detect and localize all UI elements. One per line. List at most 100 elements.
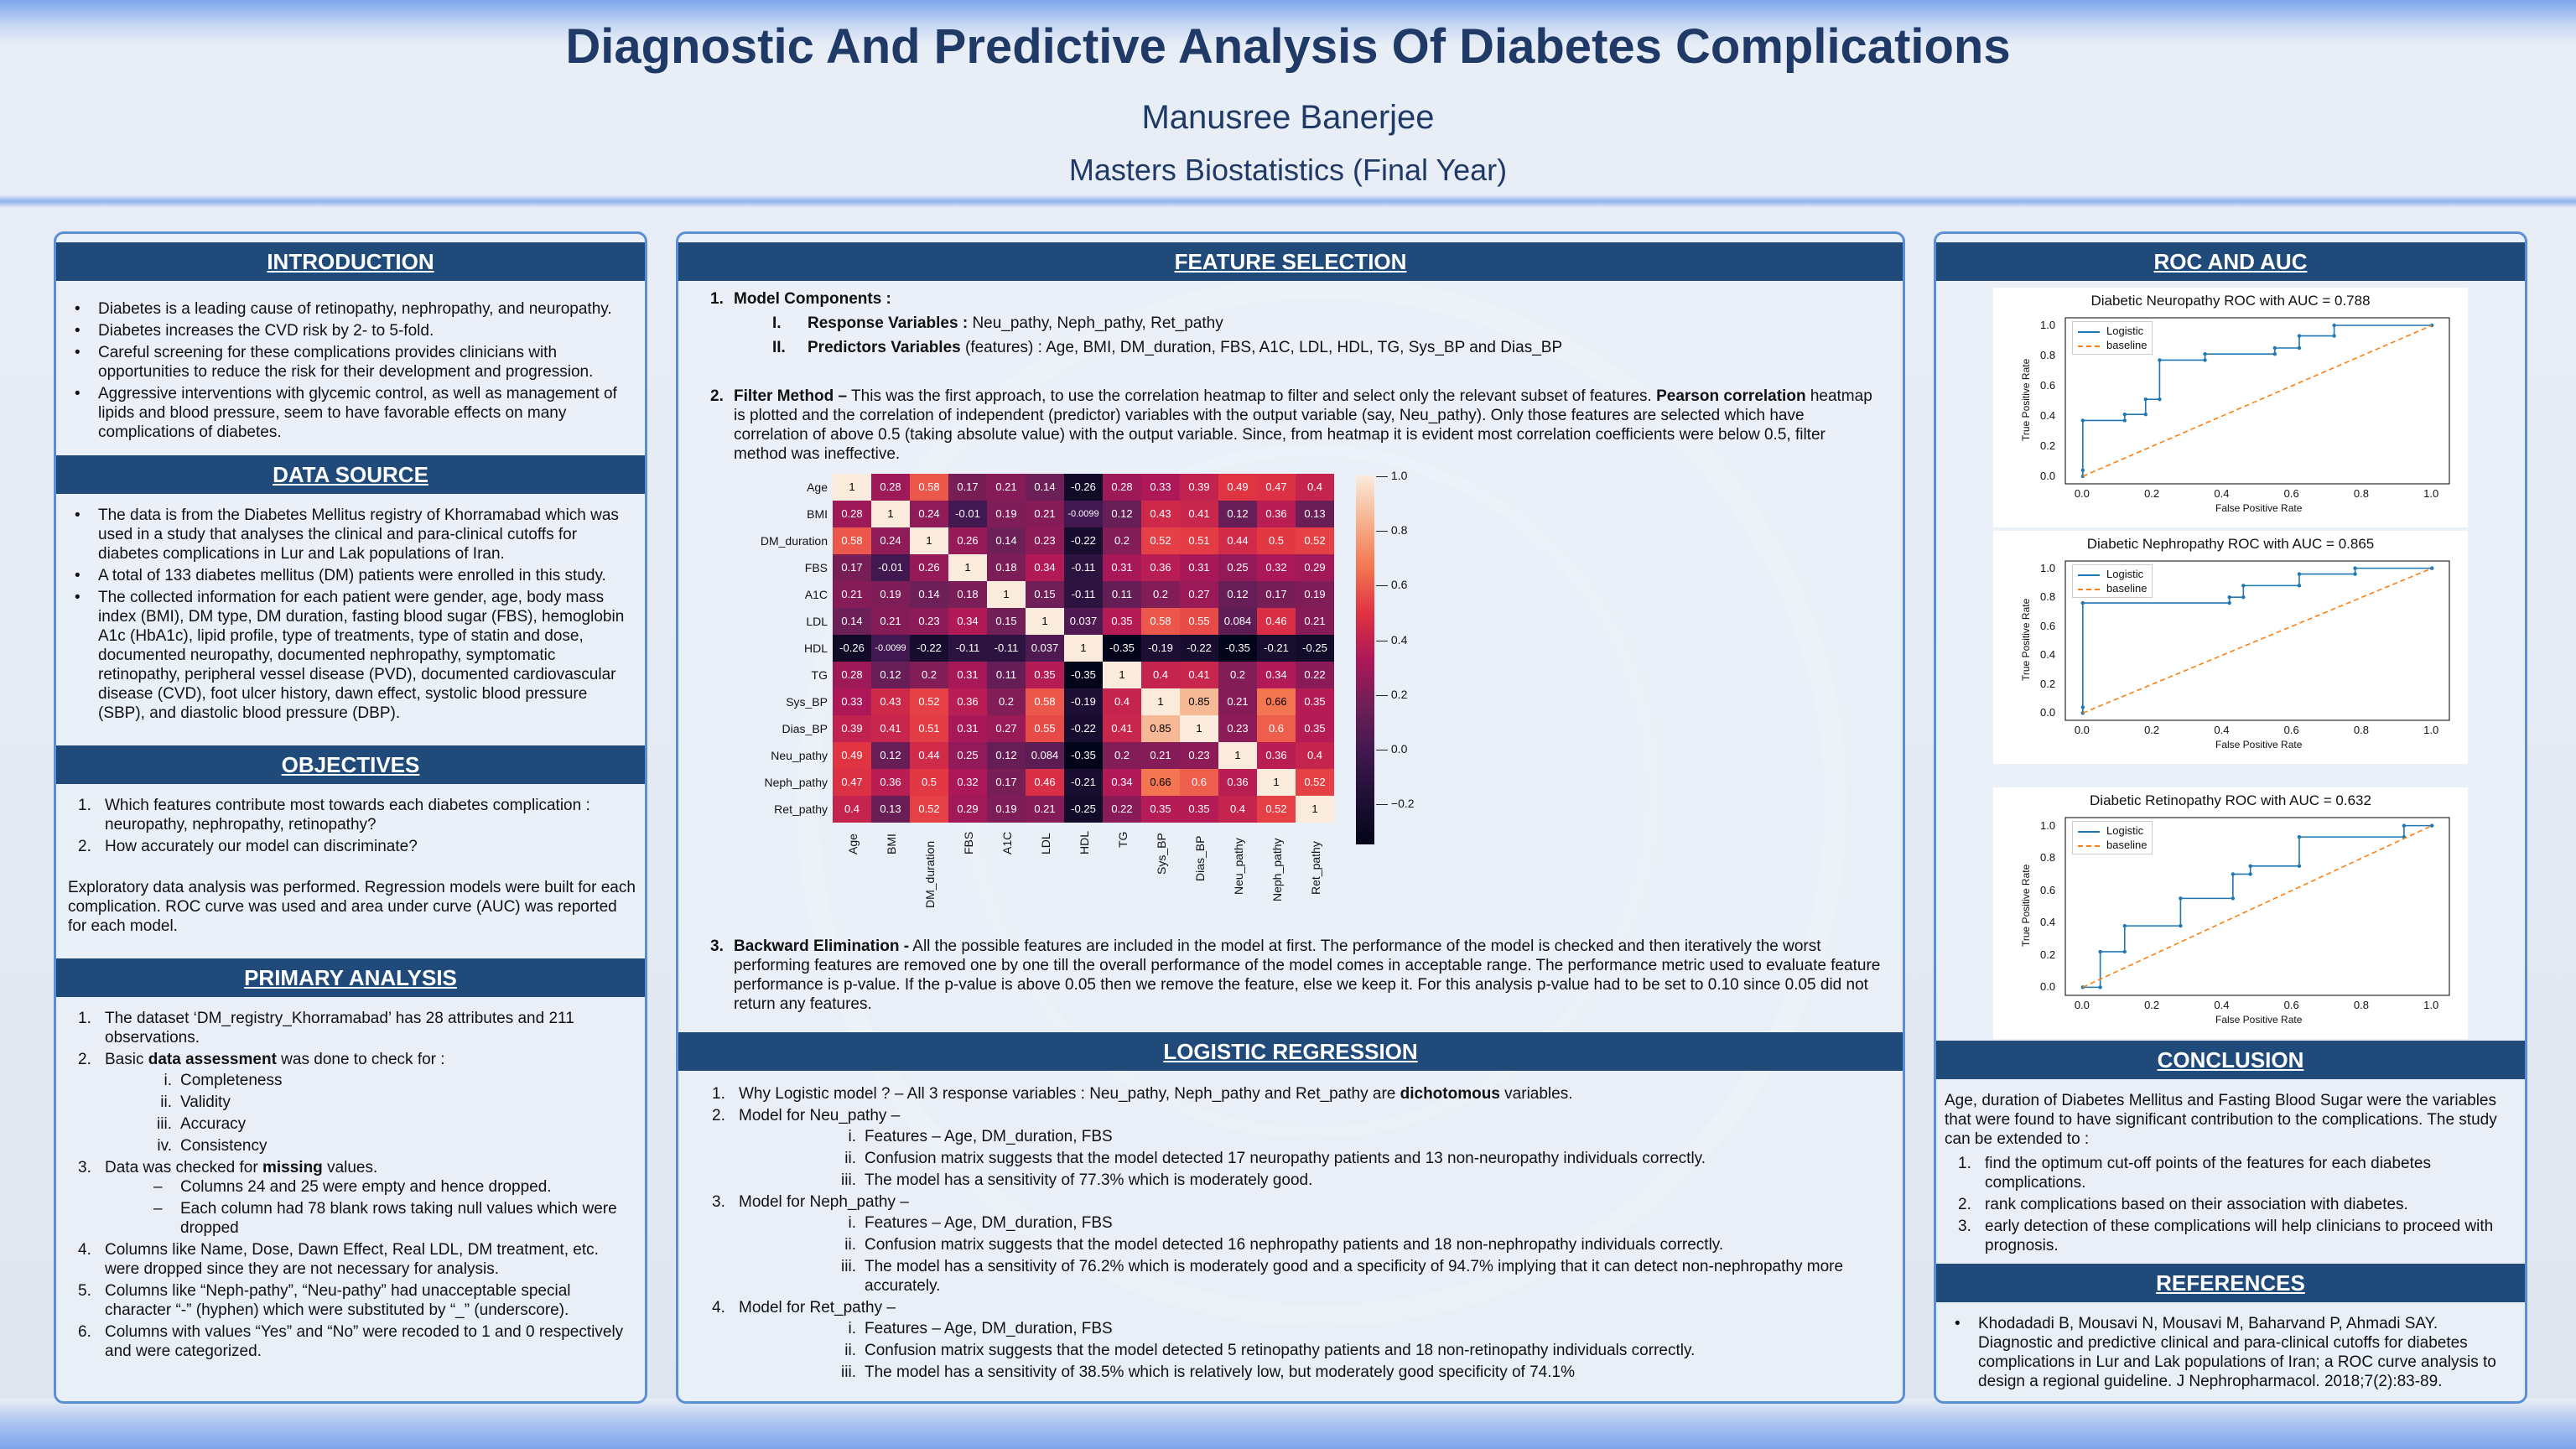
x-tick-label: 0.0 bbox=[2074, 487, 2090, 500]
heatmap-cell: 0.34 bbox=[1257, 662, 1296, 688]
roc-point bbox=[2429, 823, 2434, 828]
roc-point bbox=[2248, 864, 2252, 869]
heatmap-cell: 0.27 bbox=[987, 715, 1026, 742]
heatmap-cell: 0.24 bbox=[910, 501, 948, 527]
left-column: INTRODUCTION Diabetes is a leading cause… bbox=[54, 231, 647, 1404]
list-item: 5. Columns like “Neph-pathy”, “Neu-pathy”… bbox=[78, 1282, 571, 1319]
roc-point bbox=[2143, 397, 2148, 402]
heatmap-cell: 0.17 bbox=[833, 554, 871, 581]
y-tick-label: 1.0 bbox=[2040, 561, 2056, 574]
heatmap-cell: 0.14 bbox=[1026, 474, 1064, 501]
heatmap-cell: 0.2 bbox=[1103, 527, 1141, 554]
heatmap-cell: -0.19 bbox=[1141, 635, 1180, 662]
heatmap-cell: 0.36 bbox=[871, 769, 910, 796]
colorbar-tick-label: — 0.6 bbox=[1376, 578, 1408, 592]
roc-point bbox=[2402, 823, 2407, 828]
heatmap-row-label: A1C bbox=[804, 588, 828, 601]
heatmap-row-label: BMI bbox=[807, 507, 828, 521]
colorbar-tick-label: — 0.4 bbox=[1376, 632, 1408, 647]
heatmap-row-label: LDL bbox=[806, 615, 828, 628]
heatmap-cell: 0.32 bbox=[1257, 554, 1296, 581]
heatmap-column-label: A1C bbox=[1000, 831, 1014, 854]
heatmap-cell: 0.35 bbox=[1103, 608, 1141, 635]
heatmap-cell: 0.23 bbox=[1180, 742, 1218, 769]
heatmap-cell: 0.41 bbox=[1103, 715, 1141, 742]
y-tick-label: 0.2 bbox=[2040, 948, 2056, 961]
heatmap-cell: 0.19 bbox=[1296, 581, 1334, 608]
heatmap-cell: 0.23 bbox=[910, 608, 948, 635]
heatmap-cell: 1 bbox=[1103, 662, 1141, 688]
y-tick-label: 0.8 bbox=[2040, 349, 2056, 361]
legend-entry-baseline: baseline bbox=[2078, 338, 2147, 352]
heatmap-cell: 0.28 bbox=[1103, 474, 1141, 501]
heatmap-cell: -0.26 bbox=[1064, 474, 1103, 501]
heatmap-cell: 0.52 bbox=[1257, 796, 1296, 823]
heatmap-cell: 0.46 bbox=[1257, 608, 1296, 635]
x-tick-label: 0.8 bbox=[2353, 724, 2369, 736]
roc-point bbox=[2227, 595, 2231, 600]
colorbar-tick-label: — 0.8 bbox=[1376, 523, 1408, 538]
roc-legend: Logistic baseline bbox=[2072, 321, 2153, 355]
roc-curve-line bbox=[2082, 325, 2433, 476]
heatmap-cell: 1 bbox=[871, 501, 910, 527]
heatmap-cell: 0.36 bbox=[1141, 554, 1180, 581]
heatmap-cell: 0.15 bbox=[1026, 581, 1064, 608]
heatmap-cell: 0.18 bbox=[987, 554, 1026, 581]
roc-point bbox=[2158, 358, 2162, 362]
heatmap-cell: -0.21 bbox=[1257, 635, 1296, 662]
bottom-band bbox=[0, 1399, 2576, 1449]
heatmap-cell: 0.21 bbox=[1296, 608, 1334, 635]
heatmap-cell: -0.22 bbox=[1180, 635, 1218, 662]
roc-point bbox=[2353, 566, 2357, 570]
heatmap-cell: 0.5 bbox=[1257, 527, 1296, 554]
heatmap-cell: 0.31 bbox=[1180, 554, 1218, 581]
x-tick-label: 0.6 bbox=[2283, 724, 2299, 736]
heatmap-cell: 0.28 bbox=[871, 474, 910, 501]
heatmap-cell: 0.12 bbox=[1218, 581, 1257, 608]
y-axis-label: True Positive Rate bbox=[2020, 598, 2032, 681]
heatmap-cell: 0.49 bbox=[1218, 474, 1257, 501]
legend-entry-logistic: Logistic bbox=[2078, 567, 2147, 581]
roc-title: Diabetic Retinopathy ROC with AUC = 0.63… bbox=[2090, 792, 2371, 808]
roc-point bbox=[2332, 334, 2336, 338]
list-item: 2. rank complications based on their asso… bbox=[1958, 1196, 2408, 1213]
heatmap-cell: 0.21 bbox=[871, 608, 910, 635]
heatmap-cell: 0.25 bbox=[1218, 554, 1257, 581]
list-item: Diabetes is a leading cause of retinopat… bbox=[65, 299, 636, 319]
roc-plot bbox=[2064, 560, 2450, 721]
x-tick-label: 0.4 bbox=[2214, 999, 2230, 1011]
heatmap-cell: -0.25 bbox=[1064, 796, 1103, 823]
list-item: 2. How accurately our model can discrimin… bbox=[78, 838, 418, 855]
list-item: 2. Basic data assessment was done to chec… bbox=[65, 1050, 636, 1156]
heatmap-cell: 0.23 bbox=[1218, 715, 1257, 742]
plot-frame bbox=[2064, 817, 2450, 996]
heatmap-cell: 0.39 bbox=[1180, 474, 1218, 501]
roc-point bbox=[2179, 923, 2183, 928]
heatmap-cell: -0.22 bbox=[910, 635, 948, 662]
legend-entry-logistic: Logistic bbox=[2078, 324, 2147, 338]
heatmap-row-label: Sys_BP bbox=[786, 695, 828, 709]
heatmap-cell: 1 bbox=[1257, 769, 1296, 796]
heatmap-cell: 0.34 bbox=[948, 608, 987, 635]
roc-point bbox=[2080, 705, 2085, 709]
heatmap-cell: 0.4 bbox=[1296, 742, 1334, 769]
roc-curve-line bbox=[2082, 824, 2433, 989]
roc-point bbox=[2297, 584, 2302, 588]
references-heading: REFERENCES bbox=[1936, 1264, 2525, 1302]
heatmap-column-label: BMI bbox=[885, 834, 898, 854]
x-tick-label: 0.6 bbox=[2283, 487, 2299, 500]
heatmap-cell: 0.23 bbox=[1026, 527, 1064, 554]
heatmap-cell: 1 bbox=[1026, 608, 1064, 635]
x-axis-label: False Positive Rate bbox=[2215, 502, 2303, 514]
y-tick-label: 0.0 bbox=[2040, 980, 2056, 994]
heatmap-cell: 0.49 bbox=[833, 742, 871, 769]
heatmap-cell: 0.43 bbox=[871, 688, 910, 715]
heatmap-cell: 0.35 bbox=[1180, 796, 1218, 823]
heatmap-colorbar bbox=[1356, 475, 1374, 844]
heatmap-row-label: HDL bbox=[803, 641, 828, 655]
heatmap-cell: 0.25 bbox=[948, 742, 987, 769]
sub-item: iii. The model has a sensitivity of 38.5%… bbox=[841, 1363, 1575, 1381]
heatmap-cell: -0.11 bbox=[987, 635, 1026, 662]
y-tick-label: 0.0 bbox=[2040, 470, 2056, 482]
data-source-body: The data is from the Diabetes Mellitus r… bbox=[65, 506, 636, 725]
